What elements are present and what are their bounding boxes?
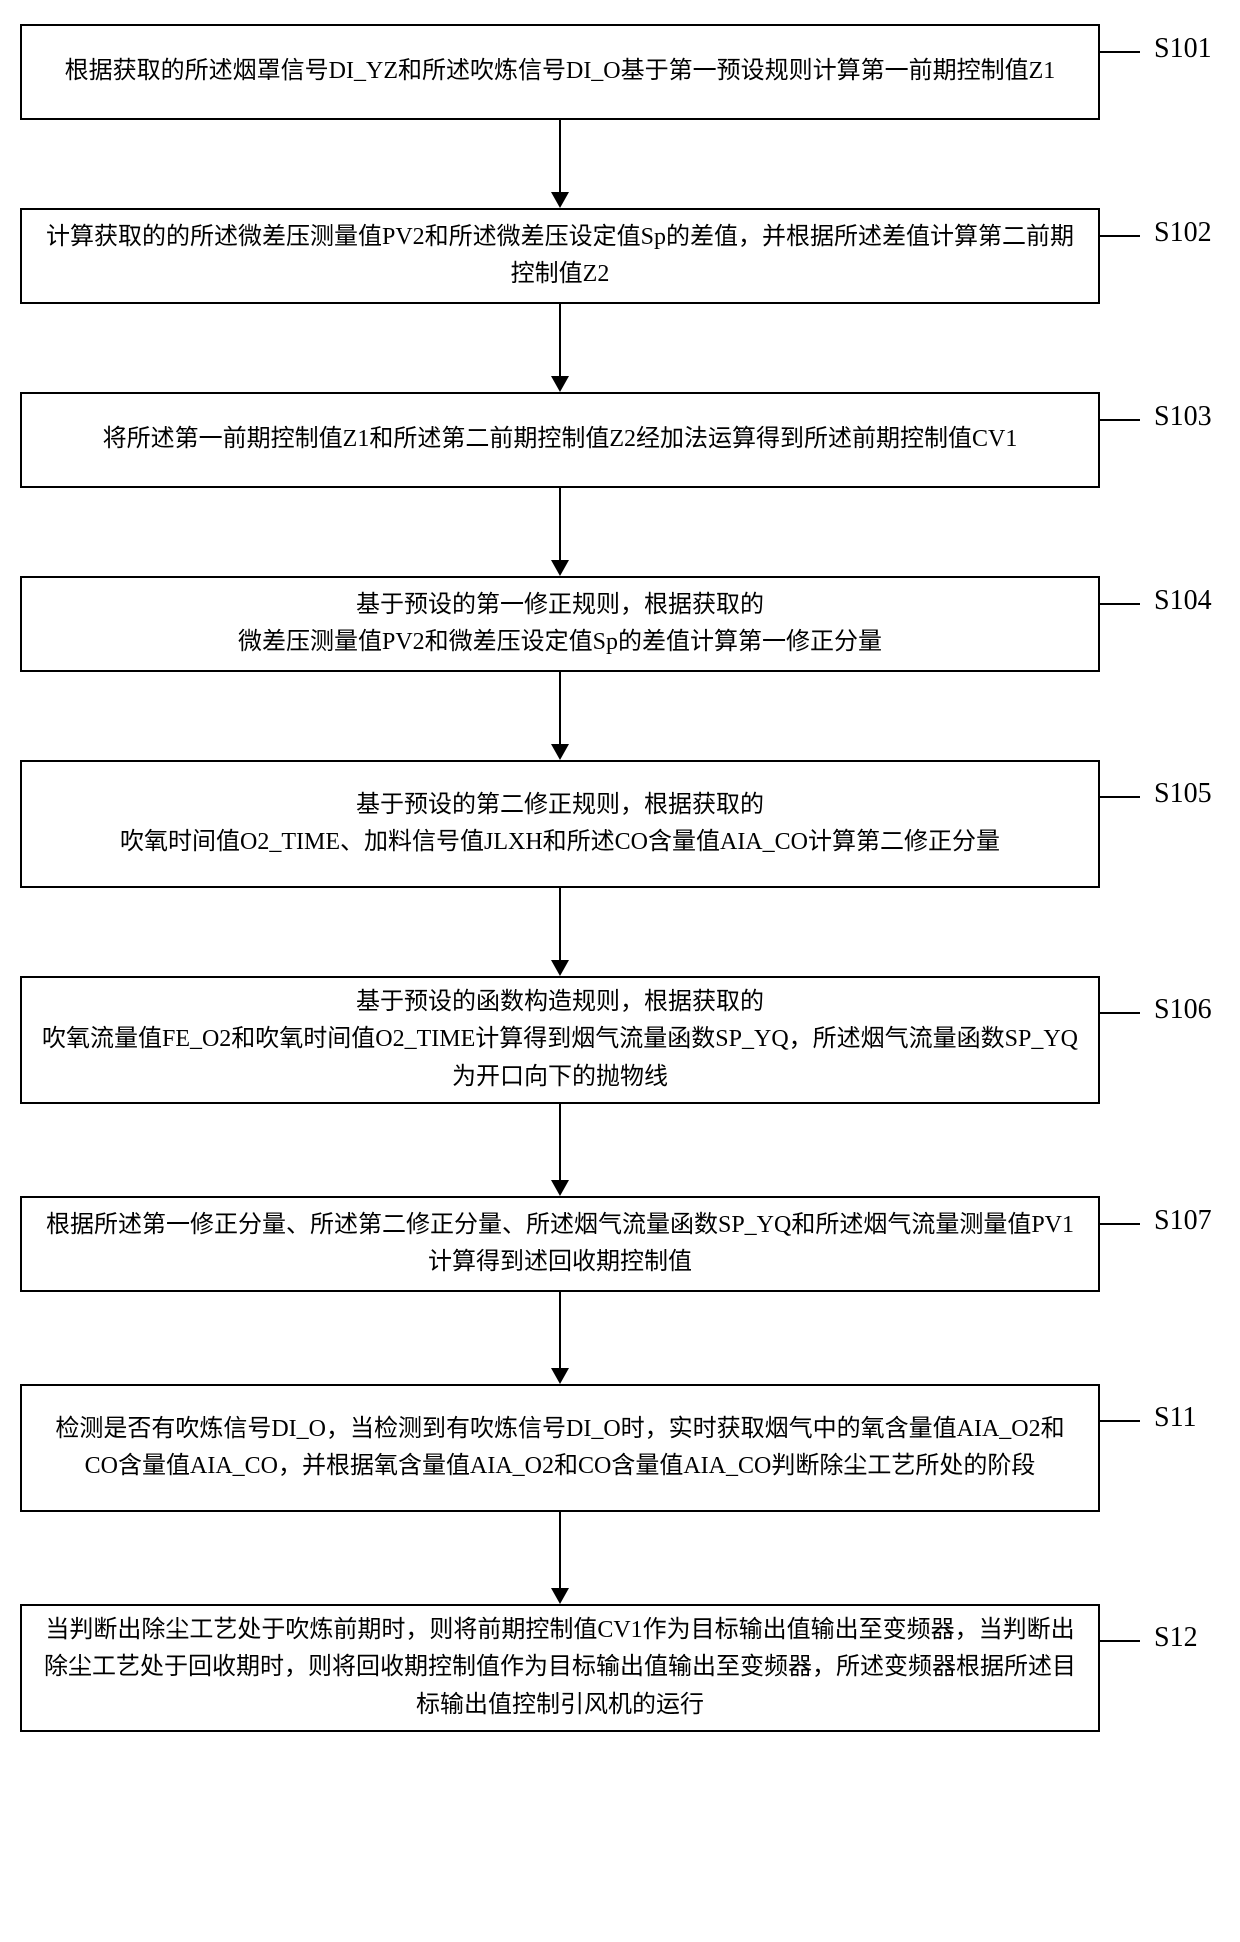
arrow-head-icon [551, 376, 569, 392]
flow-step-label: S107 [1154, 1205, 1212, 1237]
flowchart-container: 根据获取的所述烟罩信号DI_YZ和所述吹炼信号DI_O基于第一预设规则计算第一前… [0, 0, 1240, 1942]
leader-line [1100, 1420, 1140, 1422]
flow-step-label: S103 [1154, 401, 1212, 433]
arrow-head-icon [551, 1180, 569, 1196]
connector-line [559, 120, 561, 192]
flow-step-box: 将所述第一前期控制值Z1和所述第二前期控制值Z2经加法运算得到所述前期控制值CV… [20, 392, 1100, 488]
leader-line [1100, 796, 1140, 798]
flow-step-text: 基于预设的第二修正规则，根据获取的 吹氧时间值O2_TIME、加料信号值JLXH… [120, 787, 1000, 861]
leader-line [1100, 1640, 1140, 1642]
flow-step-text: 根据获取的所述烟罩信号DI_YZ和所述吹炼信号DI_O基于第一预设规则计算第一前… [65, 53, 1056, 90]
arrow-head-icon [551, 744, 569, 760]
flow-step-box: 根据所述第一修正分量、所述第二修正分量、所述烟气流量函数SP_YQ和所述烟气流量… [20, 1196, 1100, 1292]
connector-line [559, 488, 561, 560]
arrow-head-icon [551, 192, 569, 208]
flow-step-box: 基于预设的函数构造规则，根据获取的 吹氧流量值FE_O2和吹氧时间值O2_TIM… [20, 976, 1100, 1104]
connector-line [559, 672, 561, 744]
arrow-head-icon [551, 960, 569, 976]
flow-step-box: 当判断出除尘工艺处于吹炼前期时，则将前期控制值CV1作为目标输出值输出至变频器，… [20, 1604, 1100, 1732]
arrow-head-icon [551, 560, 569, 576]
leader-line [1100, 235, 1140, 237]
flow-step-text: 当判断出除尘工艺处于吹炼前期时，则将前期控制值CV1作为目标输出值输出至变频器，… [40, 1612, 1080, 1724]
flow-step-box: 基于预设的第二修正规则，根据获取的 吹氧时间值O2_TIME、加料信号值JLXH… [20, 760, 1100, 888]
flow-step-box: 计算获取的的所述微差压测量值PV2和所述微差压设定值Sp的差值，并根据所述差值计… [20, 208, 1100, 304]
flow-step-text: 基于预设的函数构造规则，根据获取的 吹氧流量值FE_O2和吹氧时间值O2_TIM… [40, 984, 1080, 1096]
flow-step-label: S11 [1154, 1402, 1197, 1434]
flow-step-text: 计算获取的的所述微差压测量值PV2和所述微差压设定值Sp的差值，并根据所述差值计… [40, 219, 1080, 293]
flow-step-label: S106 [1154, 994, 1212, 1026]
leader-line [1100, 51, 1140, 53]
flow-step-label: S12 [1154, 1622, 1198, 1654]
flow-step-label: S102 [1154, 217, 1212, 249]
connector-line [559, 304, 561, 376]
flow-step-text: 基于预设的第一修正规则，根据获取的 微差压测量值PV2和微差压设定值Sp的差值计… [238, 587, 882, 661]
leader-line [1100, 603, 1140, 605]
leader-line [1100, 1012, 1140, 1014]
flow-step-box: 根据获取的所述烟罩信号DI_YZ和所述吹炼信号DI_O基于第一预设规则计算第一前… [20, 24, 1100, 120]
connector-line [559, 888, 561, 960]
flow-step-text: 检测是否有吹炼信号DI_O，当检测到有吹炼信号DI_O时，实时获取烟气中的氧含量… [40, 1411, 1080, 1485]
flow-step-label: S104 [1154, 585, 1212, 617]
arrow-head-icon [551, 1588, 569, 1604]
flow-step-text: 将所述第一前期控制值Z1和所述第二前期控制值Z2经加法运算得到所述前期控制值CV… [103, 421, 1018, 458]
connector-line [559, 1292, 561, 1368]
flow-step-label: S101 [1154, 33, 1212, 65]
leader-line [1100, 419, 1140, 421]
connector-line [559, 1512, 561, 1588]
leader-line [1100, 1223, 1140, 1225]
flow-step-label: S105 [1154, 778, 1212, 810]
flow-step-box: 基于预设的第一修正规则，根据获取的 微差压测量值PV2和微差压设定值Sp的差值计… [20, 576, 1100, 672]
flow-step-box: 检测是否有吹炼信号DI_O，当检测到有吹炼信号DI_O时，实时获取烟气中的氧含量… [20, 1384, 1100, 1512]
arrow-head-icon [551, 1368, 569, 1384]
connector-line [559, 1104, 561, 1180]
flow-step-text: 根据所述第一修正分量、所述第二修正分量、所述烟气流量函数SP_YQ和所述烟气流量… [40, 1207, 1080, 1281]
